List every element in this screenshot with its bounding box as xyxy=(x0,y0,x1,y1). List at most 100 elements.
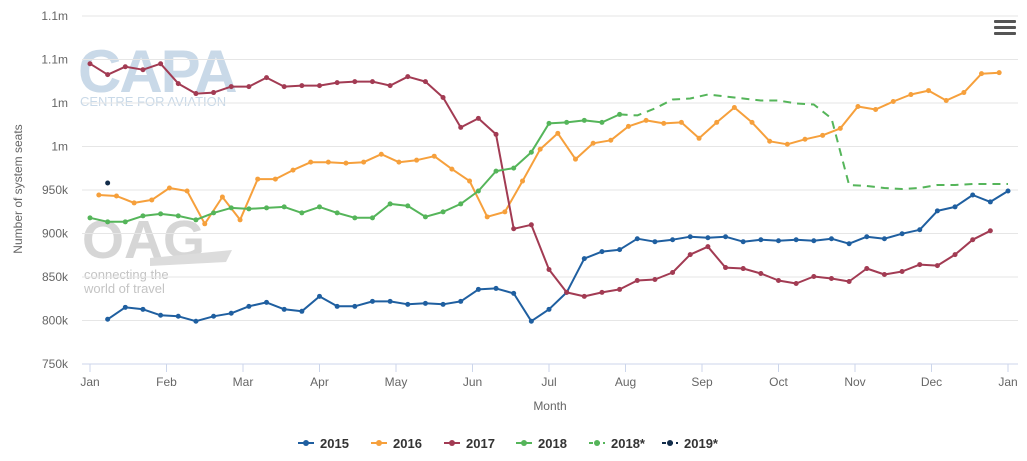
data-point xyxy=(511,165,517,171)
data-point xyxy=(652,276,658,282)
data-point xyxy=(837,125,843,131)
legend-label: 2015 xyxy=(320,436,349,451)
legend-item[interactable]: 2018 xyxy=(516,436,567,451)
data-point xyxy=(352,303,358,309)
x-axis-title: Month xyxy=(533,399,566,413)
x-tick-label: Mar xyxy=(233,375,254,389)
data-point xyxy=(440,95,446,101)
data-point xyxy=(820,132,826,138)
legend-item[interactable]: 2017 xyxy=(444,436,495,451)
data-point xyxy=(158,312,164,318)
data-point xyxy=(422,79,428,85)
data-point xyxy=(528,149,534,155)
data-point xyxy=(802,136,808,142)
legend-item[interactable]: 2016 xyxy=(371,436,422,451)
data-point xyxy=(166,185,172,191)
data-point xyxy=(131,200,137,206)
data-point xyxy=(105,72,111,78)
series-2016 xyxy=(96,70,1002,227)
data-point xyxy=(979,71,985,77)
data-point xyxy=(299,210,305,216)
series-line xyxy=(619,93,1008,190)
data-point xyxy=(272,176,278,182)
data-point xyxy=(140,67,146,73)
data-point xyxy=(308,159,314,165)
data-point xyxy=(555,130,561,136)
series-2017 xyxy=(87,61,993,299)
data-point xyxy=(1005,188,1011,194)
data-point xyxy=(943,98,949,104)
data-point xyxy=(378,151,384,157)
x-tick-label: Apr xyxy=(310,375,329,389)
data-point xyxy=(193,318,199,324)
data-point xyxy=(934,208,940,214)
x-tick-label: Nov xyxy=(844,375,865,389)
x-tick-label: Dec xyxy=(921,375,942,389)
data-point xyxy=(228,84,234,90)
data-point xyxy=(714,119,720,125)
data-point xyxy=(652,239,658,245)
y-tick-label: 1m xyxy=(51,140,68,154)
data-point xyxy=(731,104,737,110)
data-point xyxy=(246,84,252,90)
data-point xyxy=(493,168,499,174)
menu-bar xyxy=(994,26,1016,29)
data-point xyxy=(528,222,534,228)
data-point xyxy=(458,201,464,207)
data-point xyxy=(855,103,861,109)
data-point xyxy=(281,306,287,312)
data-point xyxy=(670,237,676,243)
data-point xyxy=(149,197,155,203)
data-point xyxy=(299,83,305,89)
x-axis: Jan Feb Mar Apr May Jun Jul Aug Sep Oct Nov Dec Jan xyxy=(80,364,1018,389)
data-point xyxy=(87,215,93,221)
data-point xyxy=(952,252,958,258)
data-point xyxy=(158,61,164,67)
data-point xyxy=(546,120,552,126)
data-point xyxy=(617,286,623,292)
data-point xyxy=(264,299,270,305)
data-point xyxy=(405,301,411,307)
data-point xyxy=(643,117,649,123)
data-point xyxy=(228,310,234,316)
x-tick-label: Oct xyxy=(769,375,788,389)
legend-item[interactable]: 2019* xyxy=(662,436,719,451)
data-point xyxy=(864,234,870,240)
series-line xyxy=(89,62,991,298)
data-point xyxy=(511,290,517,296)
data-point xyxy=(528,318,534,324)
legend-marker xyxy=(521,440,527,446)
data-point xyxy=(890,99,896,105)
data-point xyxy=(793,280,799,286)
data-point xyxy=(255,176,261,182)
data-point xyxy=(661,120,667,126)
data-point xyxy=(414,157,420,163)
data-point xyxy=(440,301,446,307)
menu-bar xyxy=(994,20,1016,23)
series-line xyxy=(89,113,621,223)
legend: 2015 2016 2017 2018 2018* 2019* xyxy=(298,436,719,451)
data-point xyxy=(343,160,349,166)
data-point xyxy=(467,178,473,184)
y-tick-label: 1.1m xyxy=(41,9,68,23)
plane-icon xyxy=(150,250,232,266)
data-point xyxy=(396,159,402,165)
data-point xyxy=(970,237,976,243)
data-point xyxy=(361,159,367,165)
legend-marker xyxy=(667,440,673,446)
hamburger-menu-icon[interactable] xyxy=(994,20,1016,38)
data-point xyxy=(581,117,587,123)
data-point xyxy=(193,217,199,223)
data-point xyxy=(908,92,914,98)
data-point xyxy=(387,83,393,89)
data-point xyxy=(687,252,693,258)
data-point xyxy=(458,298,464,304)
data-point xyxy=(749,119,755,125)
x-tick-label: Feb xyxy=(156,375,177,389)
legend-item[interactable]: 2018* xyxy=(589,436,646,451)
y-tick-label: 950k xyxy=(42,183,69,197)
legend-item[interactable]: 2015 xyxy=(298,436,349,451)
data-point xyxy=(793,237,799,243)
oag-watermark-tagline-1: connecting the xyxy=(84,267,169,282)
data-point xyxy=(546,267,552,273)
